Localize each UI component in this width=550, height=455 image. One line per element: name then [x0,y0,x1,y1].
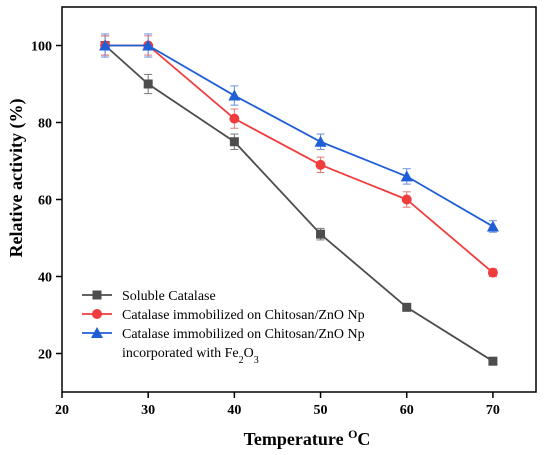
x-tick-label: 60 [400,403,414,418]
x-tick-label: 20 [55,403,69,418]
legend-label-soluble: Soluble Catalase [122,289,216,304]
y-tick-label: 80 [38,117,52,132]
plot-marks [99,33,499,366]
data-point [229,137,239,147]
data-point [401,194,412,205]
data-point [316,229,326,239]
data-point [142,39,155,51]
x-axis-title-unit-sup: O [348,427,357,441]
legend-marker-soluble [92,290,102,300]
data-point [402,302,412,312]
x-tick-label: 30 [141,403,155,418]
x-tick-label: 70 [486,403,500,418]
y-axis-title: Relative activity (%) [6,99,27,258]
legend-marker-chitosan-zno [92,309,102,319]
data-point [143,79,153,89]
legend-item-soluble: Soluble Catalase [82,289,216,304]
data-point [315,159,326,170]
legend-item-chitosan-zno: Catalase immobilized on Chitosan/ZnO Np [82,308,365,323]
data-point [400,170,413,182]
y-tick-label: 20 [38,348,52,363]
x-axis-title: Temperature OC [244,427,371,449]
legend-label-chitosan-zno-fe2o3-line2: incorporated with Fe2O3 [122,346,259,366]
data-point [486,220,499,232]
series-2 [99,33,499,233]
x-axis-title-text: Temperature [244,429,344,449]
legend-marker-chitosan-zno-fe2o3 [91,327,103,338]
data-point [488,356,498,366]
data-point [487,267,498,278]
x-tick-label: 50 [314,403,328,418]
axis-ticks: 20 30 40 50 60 70 20 40 60 80 100 [31,40,500,419]
series-line [105,44,494,228]
legend-label-chitosan-zno-fe2o3: Catalase immobilized on Chitosan/ZnO Np [122,327,365,342]
x-axis-title-unit: C [357,429,370,449]
legend: Soluble Catalase Catalase immobilized on… [82,289,365,366]
y-tick-label: 60 [38,194,52,209]
y-tick-label: 40 [38,271,52,286]
series-line [104,44,494,362]
data-point [228,89,241,101]
x-tick-label: 40 [227,403,241,418]
series-1 [100,35,498,278]
data-point [99,39,112,51]
data-point [314,135,327,147]
data-point [229,113,240,124]
legend-label-chitosan-zno: Catalase immobilized on Chitosan/ZnO Np [122,308,365,323]
series-line [105,44,494,274]
y-tick-label: 100 [31,40,52,55]
legend-item-chitosan-zno-fe2o3: Catalase immobilized on Chitosan/ZnO Np … [82,327,365,366]
